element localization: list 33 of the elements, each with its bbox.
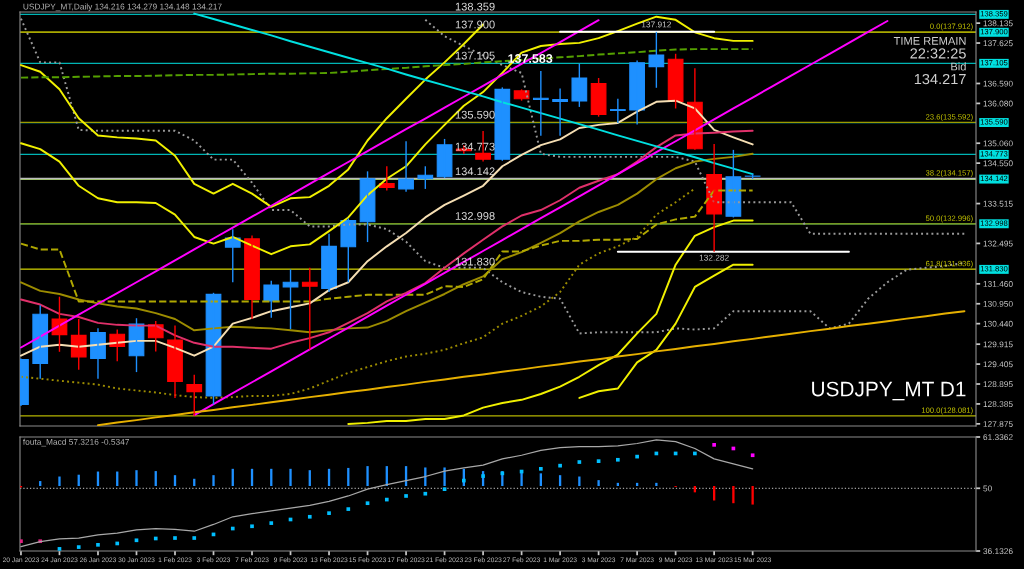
annotation: USDJPY_MT D1 [812,381,966,401]
annotation: TIME REMAIN [893,37,966,45]
y-tick-label: 130.950 [983,300,1013,307]
y-tick-label: 134.550 [983,160,1013,167]
ref-line-label: 138.359 [455,2,495,11]
annotation: 134.217 [914,73,966,85]
ref-line-label: 132.998 [455,212,495,220]
y-tick-label: 136.080 [983,100,1013,107]
y-tick-label: 128.895 [983,381,1013,388]
data-label: 132.282 [699,254,729,261]
y-tick-label: 137.625 [983,40,1013,47]
chart-title: fouta_Macd 57.3216 -0.5347 [22,438,130,447]
y-tick-label: 127.875 [983,421,1013,427]
ref-line-label: 137.105 [455,51,495,60]
y-tick-label: 130.440 [983,320,1013,327]
y-tick-label: 61.3362 [983,434,1013,441]
y-tick-label: 131.460 [983,281,1013,287]
annotation: 22:32:25 [910,48,966,59]
y-tick-label: 135.060 [983,140,1013,147]
y-tick-label: 50 [983,485,992,492]
y-tick-label: 138.135 [983,20,1013,27]
y-tick-label: 129.915 [983,341,1013,348]
annotation: Bid [951,62,966,71]
y-tick-label: 136.590 [983,80,1013,87]
y-tick-label: 132.495 [983,240,1013,247]
y-tick-label: 36.1326 [983,548,1013,555]
data-label: 137.912 [641,21,672,28]
chart-title: USDJPY_MT,Daily 134.216 134.279 134.148 134.217 [23,3,222,12]
y-tick-label: 129.405 [983,361,1013,368]
y-tick-label: 133.515 [983,200,1013,207]
y-tick-label: 128.385 [983,401,1013,408]
ref-line-label: 134.142 [455,167,495,176]
ref-line-label: 137.900 [455,20,495,29]
